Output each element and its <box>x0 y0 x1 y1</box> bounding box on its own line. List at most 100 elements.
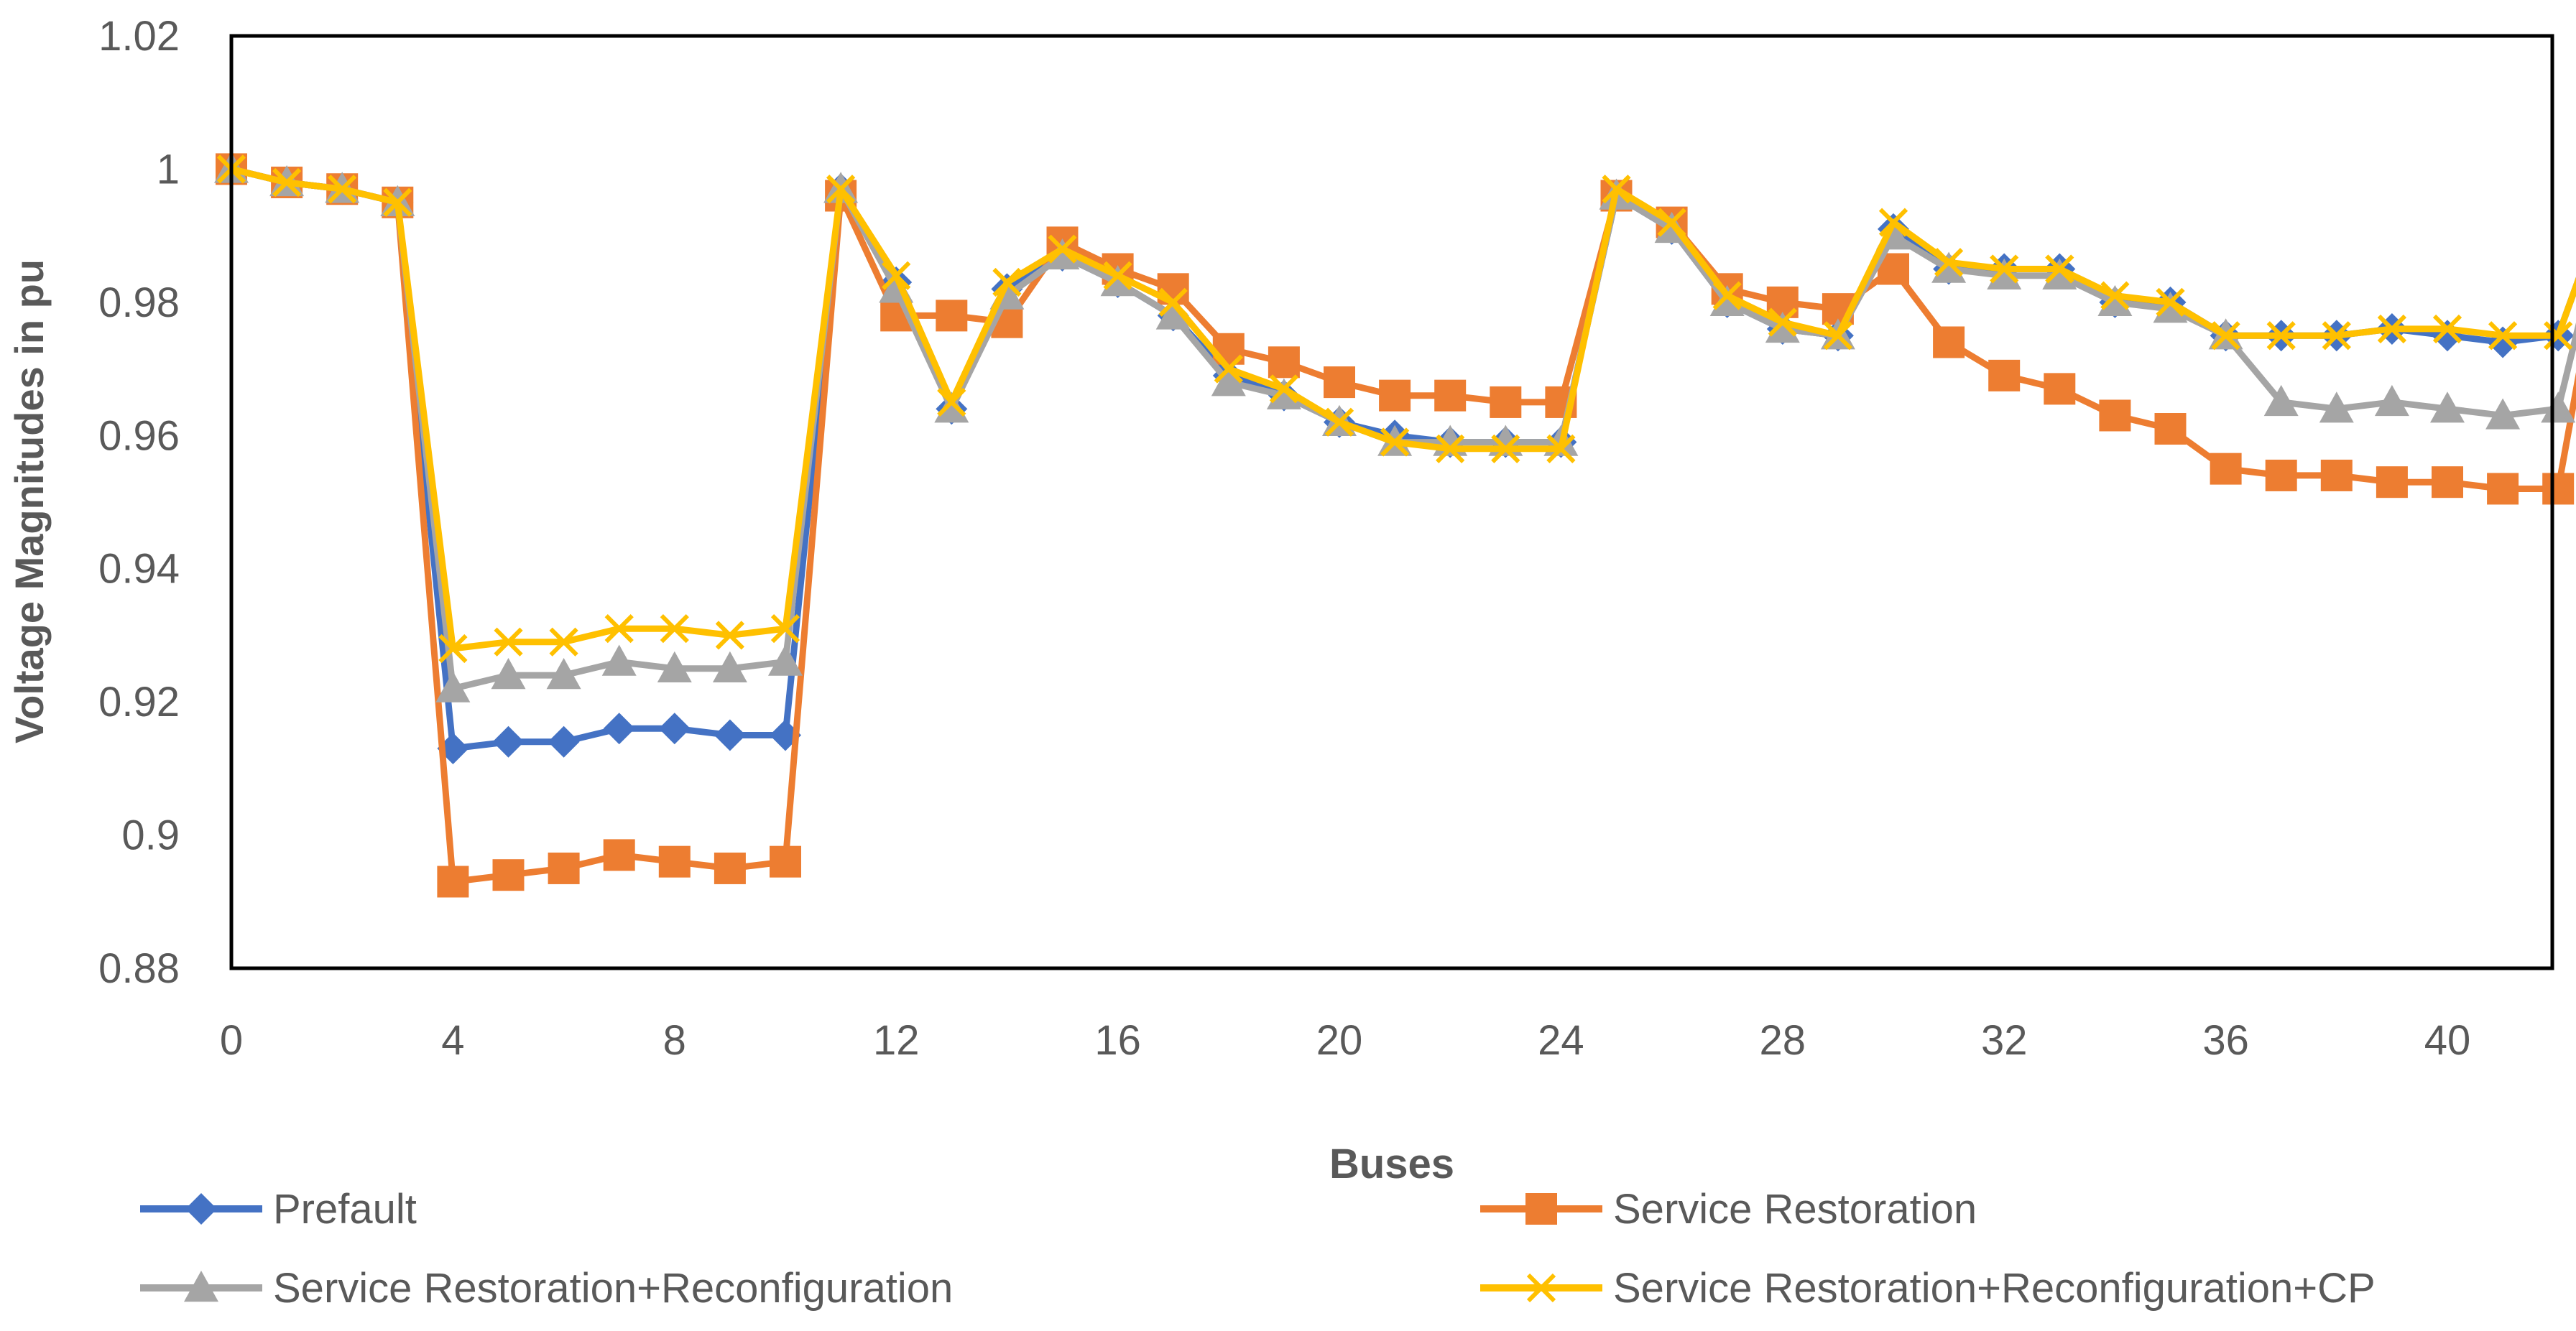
y-axis-ticks: 0.88 0.9 0.92 0.94 0.96 0.98 1 1.02 <box>98 13 180 992</box>
legend-swatch-marker <box>1526 1273 1556 1303</box>
data-point-s4-bus-35 <box>2156 287 2185 317</box>
series-line-4 <box>230 166 2576 652</box>
x-tick-label: 24 <box>1538 1017 1584 1064</box>
data-point-s3-bus-18 <box>1211 365 1246 396</box>
data-point-s3-bus-34 <box>2097 284 2133 317</box>
data-point-s2-bus-34 <box>2099 399 2131 432</box>
x-tick-label: 4 <box>441 1017 464 1064</box>
data-point-s4-bus-6 <box>549 627 578 657</box>
data-point-s4-bus-34 <box>2100 281 2130 310</box>
y-tick-label: 0.92 <box>98 679 180 725</box>
x-tick-label: 36 <box>2202 1017 2249 1064</box>
data-point-s2-bus-5 <box>492 859 525 891</box>
data-point-s3-bus-31 <box>1931 251 1967 283</box>
data-point-s4-bus-14 <box>992 267 1022 297</box>
legend: Prefault Service Restoration Service Resto… <box>140 1186 2376 1312</box>
data-point-s2-bus-6 <box>548 852 580 884</box>
data-point-s2-bus-42 <box>2542 473 2575 505</box>
data-point-s3-bus-35 <box>2153 292 2188 323</box>
y-tick-label: 0.98 <box>98 279 180 326</box>
data-point-s3-bus-8 <box>657 651 692 682</box>
data-point-s4-bus-30 <box>1878 208 1908 237</box>
data-point-s2-bus-36 <box>2210 453 2242 485</box>
data-point-s2-bus-19 <box>1268 346 1300 379</box>
data-point-s2-bus-32 <box>1988 359 2021 391</box>
data-point-s4-bus-7 <box>604 614 634 644</box>
data-point-s2-bus-40 <box>2432 466 2463 498</box>
y-tick-label: 1 <box>157 146 180 193</box>
data-point-s4-bus-40 <box>2432 314 2462 344</box>
data-point-s4-bus-1 <box>272 167 302 198</box>
data-point-s3-bus-39 <box>2374 384 2409 417</box>
legend-label: Service Restoration+Reconfiguration <box>273 1265 953 1312</box>
y-tick-label: 0.9 <box>121 812 180 859</box>
legend-label: Prefault <box>273 1186 417 1233</box>
data-point-s4-bus-26 <box>1657 208 1686 237</box>
data-point-s4-bus-20 <box>1324 407 1354 437</box>
data-point-s3-bus-7 <box>601 644 637 676</box>
legend-label: Service Restoration <box>1613 1186 1977 1233</box>
data-point-s2-bus-38 <box>2320 459 2353 491</box>
y-tick-label: 0.88 <box>98 945 180 992</box>
x-axis-label: Buses <box>1329 1141 1454 1187</box>
data-point-s4-bus-10 <box>770 614 800 644</box>
data-point-s4-bus-4 <box>438 634 468 664</box>
data-point-s4-bus-39 <box>2377 314 2407 344</box>
data-point-s3-bus-9 <box>712 651 747 682</box>
data-point-s2-bus-23 <box>1490 386 1522 418</box>
y-tick-label: 0.96 <box>98 412 180 459</box>
data-point-s1-bus-5 <box>492 725 525 758</box>
data-point-s4-bus-22 <box>1436 434 1465 463</box>
x-tick-label: 8 <box>663 1017 686 1064</box>
x-tick-label: 32 <box>1981 1017 2028 1064</box>
data-point-s2-bus-22 <box>1434 379 1467 412</box>
data-point-s4-bus-8 <box>660 614 689 644</box>
legend-item-4: Service Restoration+Reconfiguration+CP <box>1480 1265 2376 1312</box>
data-point-s3-bus-32 <box>1987 258 2022 289</box>
data-point-s3-bus-37 <box>2263 384 2299 417</box>
data-point-s4-bus-17 <box>1158 287 1188 317</box>
data-point-s4-bus-23 <box>1491 434 1520 463</box>
data-point-s4-bus-41 <box>2488 321 2518 351</box>
data-point-s4-bus-9 <box>715 621 745 650</box>
x-tick-label: 20 <box>1316 1017 1363 1064</box>
data-point-s3-bus-16 <box>1100 265 1135 297</box>
data-point-s3-bus-33 <box>2042 258 2077 289</box>
x-axis-ticks: 048121620242832364044485256606468727680 <box>220 1017 2470 1064</box>
data-point-s4-bus-2 <box>328 175 357 204</box>
data-point-s4-bus-33 <box>2045 254 2074 284</box>
legend-item-2: Service Restoration <box>1480 1186 1977 1233</box>
data-point-s4-bus-29 <box>1823 321 1853 351</box>
data-point-s4-bus-42 <box>2544 321 2573 351</box>
y-axis-label: Voltage Magnitudes in pu <box>6 259 52 743</box>
data-point-s4-bus-11 <box>826 175 856 204</box>
data-point-s4-bus-31 <box>1934 248 1964 277</box>
data-point-s3-bus-40 <box>2430 391 2465 423</box>
x-tick-label: 0 <box>220 1017 243 1064</box>
x-tick-label: 28 <box>1760 1017 1806 1064</box>
data-point-s1-bus-6 <box>548 725 580 758</box>
data-point-s3-bus-27 <box>1709 284 1745 317</box>
data-point-s2-bus-4 <box>437 866 469 898</box>
data-point-s4-bus-21 <box>1380 427 1410 457</box>
data-point-s2-bus-8 <box>658 845 691 878</box>
data-point-s3-bus-6 <box>546 658 581 690</box>
series-line-3 <box>230 166 2576 692</box>
data-point-s3-bus-28 <box>1765 311 1800 343</box>
data-point-s4-bus-24 <box>1546 434 1576 463</box>
data-point-s2-bus-37 <box>2265 459 2297 491</box>
data-point-s2-bus-7 <box>603 839 635 871</box>
data-point-s1-bus-7 <box>603 713 635 745</box>
legend-item-3: Service Restoration+Reconfiguration <box>140 1265 953 1312</box>
series-4 <box>216 154 2576 664</box>
data-point-s3-bus-5 <box>491 658 526 690</box>
data-point-s2-bus-10 <box>770 845 801 878</box>
data-point-s2-bus-33 <box>2044 373 2076 405</box>
data-point-s2-bus-31 <box>1933 326 1965 358</box>
data-point-s4-bus-13 <box>937 387 966 417</box>
data-point-s2-bus-41 <box>2487 473 2519 505</box>
data-point-s4-bus-32 <box>1990 254 2019 284</box>
